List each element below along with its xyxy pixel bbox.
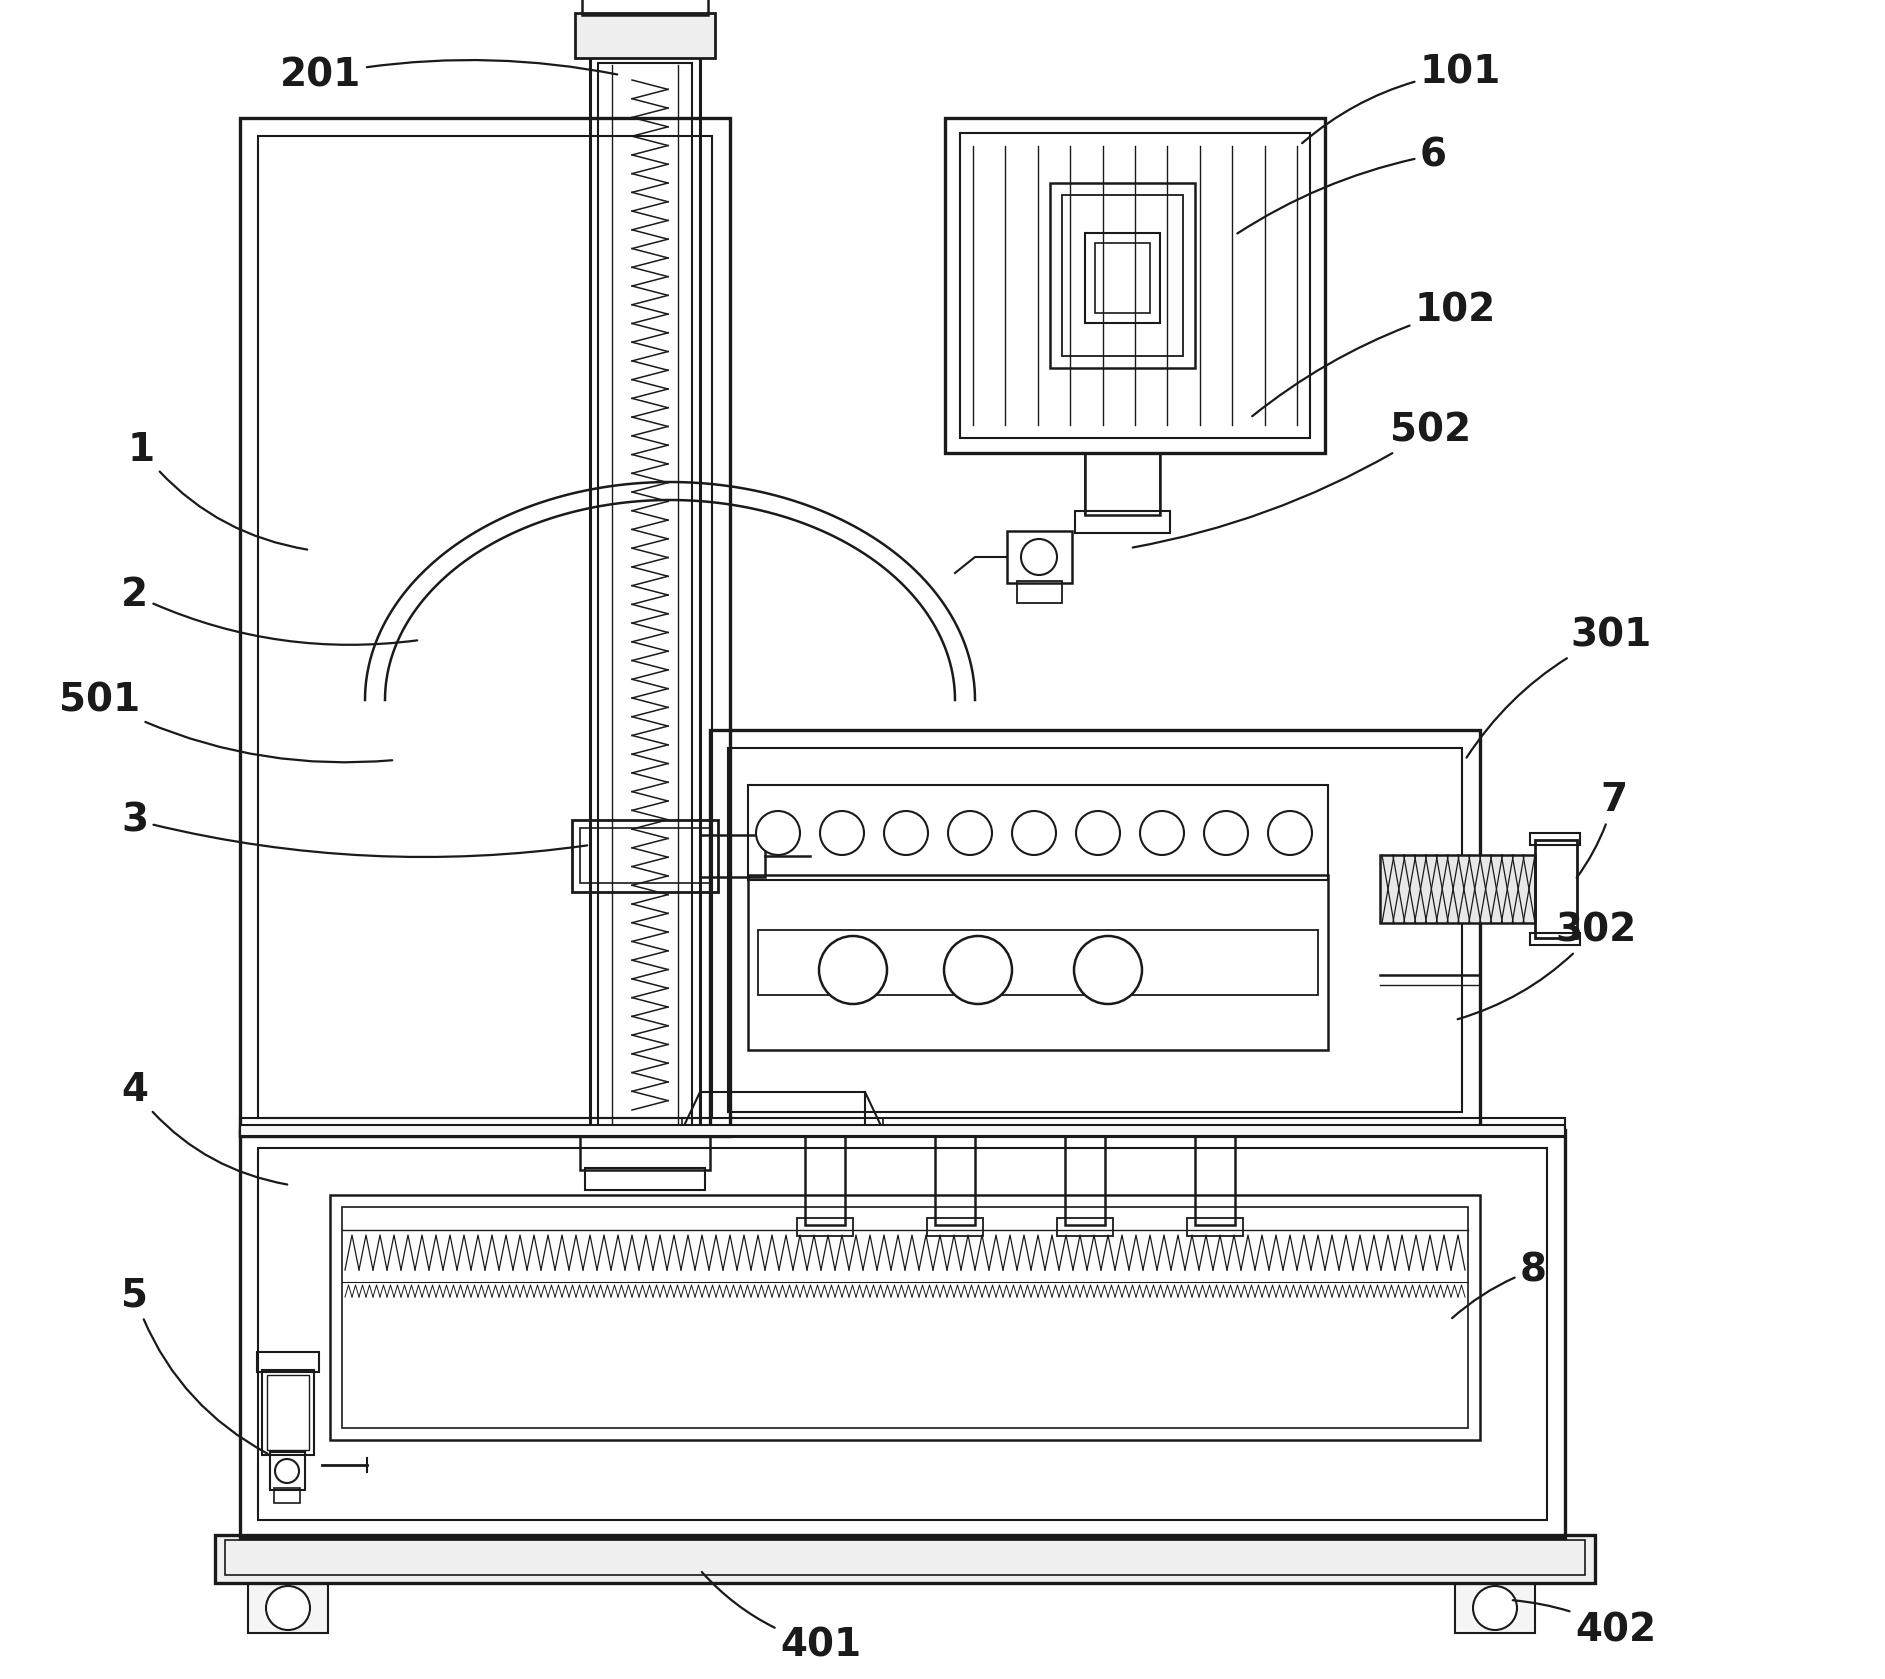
Text: 102: 102 bbox=[1252, 290, 1497, 416]
Bar bbox=[1007, 531, 1073, 583]
Bar bbox=[1195, 1130, 1235, 1226]
Circle shape bbox=[884, 811, 927, 855]
Circle shape bbox=[1022, 539, 1057, 574]
Bar bbox=[581, 828, 711, 883]
Bar bbox=[711, 730, 1480, 1130]
Text: 8: 8 bbox=[1451, 1251, 1548, 1318]
Bar bbox=[249, 1578, 328, 1634]
Bar bbox=[699, 1091, 865, 1133]
Bar bbox=[959, 133, 1310, 438]
Bar bbox=[239, 1130, 1565, 1538]
Bar bbox=[262, 1370, 315, 1456]
Bar bbox=[1086, 233, 1159, 322]
Bar bbox=[1095, 243, 1150, 312]
Bar bbox=[1534, 840, 1578, 939]
Circle shape bbox=[820, 811, 863, 855]
Bar bbox=[1380, 855, 1534, 923]
Bar bbox=[239, 118, 729, 1137]
Bar bbox=[239, 1125, 1565, 1137]
Bar bbox=[581, 1135, 711, 1170]
Bar bbox=[590, 55, 699, 1135]
Bar bbox=[258, 136, 713, 1118]
Bar bbox=[1018, 581, 1061, 603]
Bar bbox=[1455, 1578, 1534, 1634]
Bar bbox=[1531, 934, 1580, 945]
Bar bbox=[1531, 833, 1580, 845]
Circle shape bbox=[1076, 811, 1120, 855]
Bar bbox=[270, 1452, 305, 1489]
Text: 201: 201 bbox=[281, 55, 616, 94]
Bar bbox=[584, 1169, 705, 1190]
Text: 3: 3 bbox=[121, 801, 588, 856]
Bar bbox=[273, 1488, 300, 1503]
Text: 401: 401 bbox=[701, 1572, 861, 1664]
Bar bbox=[224, 1540, 1585, 1575]
Bar bbox=[1057, 1217, 1112, 1236]
Circle shape bbox=[266, 1587, 309, 1630]
Bar bbox=[1086, 453, 1159, 515]
Bar bbox=[728, 749, 1463, 1111]
Bar bbox=[1050, 183, 1195, 368]
Circle shape bbox=[1074, 935, 1142, 1004]
Bar bbox=[699, 834, 765, 876]
Circle shape bbox=[948, 811, 992, 855]
Bar bbox=[215, 1535, 1595, 1583]
Circle shape bbox=[818, 935, 888, 1004]
Bar bbox=[682, 1118, 882, 1132]
Bar bbox=[330, 1195, 1480, 1441]
Circle shape bbox=[1205, 811, 1248, 855]
Bar bbox=[797, 1217, 854, 1236]
Text: 501: 501 bbox=[58, 682, 392, 762]
Bar bbox=[944, 118, 1325, 453]
Bar bbox=[748, 875, 1329, 1049]
Text: 5: 5 bbox=[121, 1276, 268, 1454]
Bar bbox=[1061, 195, 1184, 356]
Text: 4: 4 bbox=[121, 1071, 287, 1184]
Bar bbox=[239, 1118, 1565, 1137]
Bar bbox=[582, 0, 709, 15]
Bar bbox=[268, 1375, 309, 1451]
Bar bbox=[1065, 1130, 1105, 1226]
Text: 7: 7 bbox=[1576, 781, 1627, 878]
Text: 1: 1 bbox=[128, 432, 307, 549]
Circle shape bbox=[1012, 811, 1056, 855]
Circle shape bbox=[1472, 1587, 1517, 1630]
Text: 6: 6 bbox=[1237, 136, 1448, 233]
Bar bbox=[1074, 510, 1171, 532]
Circle shape bbox=[756, 811, 799, 855]
Text: 502: 502 bbox=[1133, 411, 1470, 547]
Bar bbox=[1188, 1217, 1242, 1236]
Text: 302: 302 bbox=[1457, 912, 1636, 1019]
Bar bbox=[748, 786, 1329, 880]
Bar bbox=[256, 1352, 319, 1372]
Circle shape bbox=[1269, 811, 1312, 855]
Circle shape bbox=[1140, 811, 1184, 855]
Bar bbox=[927, 1217, 982, 1236]
Text: 301: 301 bbox=[1467, 616, 1651, 757]
Circle shape bbox=[275, 1459, 300, 1483]
Bar bbox=[935, 1130, 975, 1226]
Circle shape bbox=[944, 935, 1012, 1004]
Bar bbox=[341, 1207, 1468, 1429]
Bar bbox=[758, 930, 1318, 996]
Text: 402: 402 bbox=[1514, 1600, 1657, 1649]
Text: 2: 2 bbox=[121, 576, 417, 645]
Bar bbox=[571, 819, 718, 892]
Bar bbox=[598, 64, 692, 1127]
Bar bbox=[805, 1130, 844, 1226]
Text: 101: 101 bbox=[1303, 54, 1500, 143]
Bar bbox=[258, 1148, 1548, 1519]
Bar bbox=[575, 13, 714, 59]
